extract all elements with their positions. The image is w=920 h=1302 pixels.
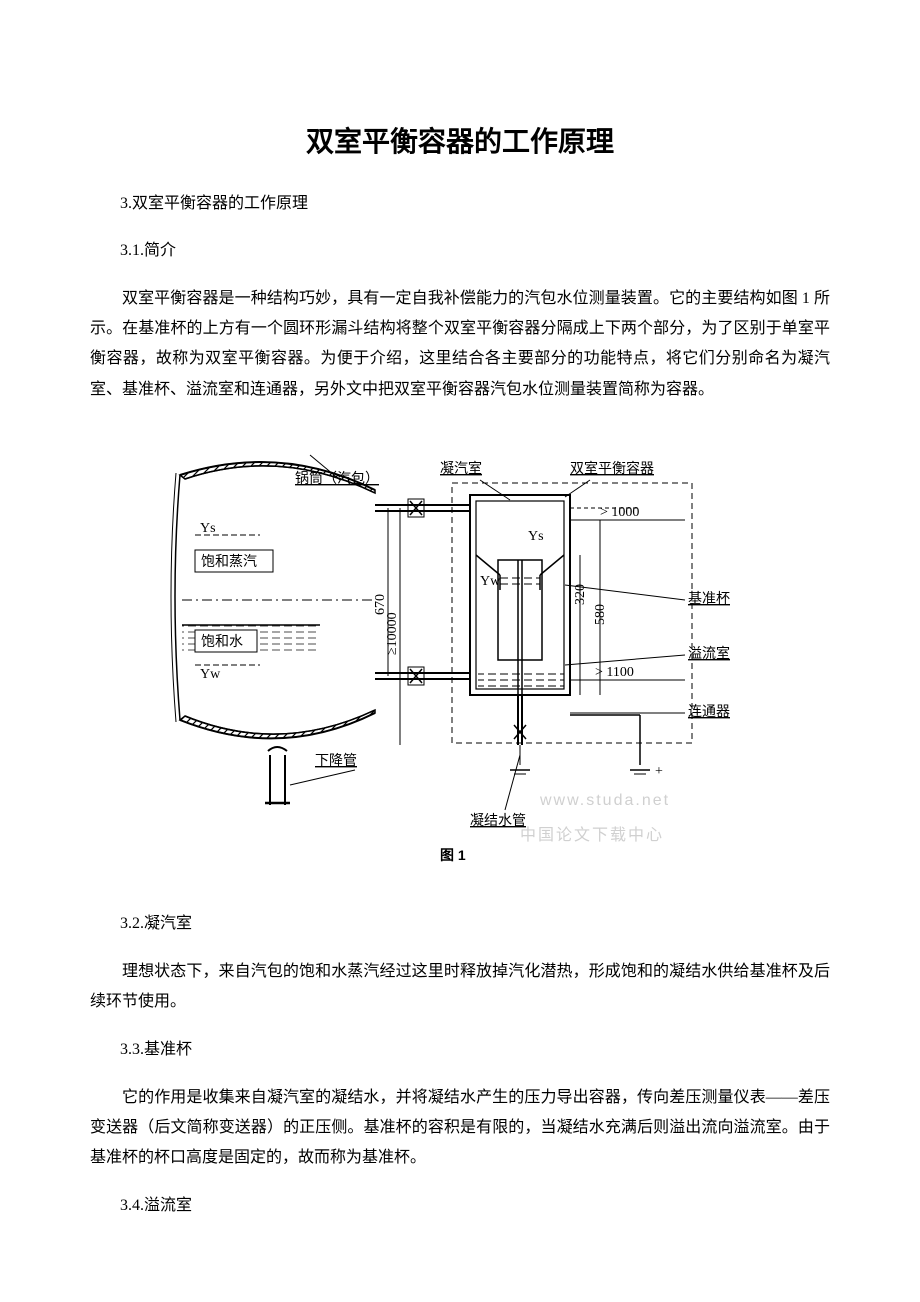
dim-580: 580 xyxy=(593,604,608,625)
watermark-1: www.studa.net xyxy=(539,792,670,809)
watermark-2: 中国论文下载中心 xyxy=(520,826,664,844)
dim-670: 670 xyxy=(373,594,388,615)
section-3-2: 3.2.凝汽室 xyxy=(120,910,830,939)
figure-caption: 图 1 xyxy=(440,847,466,863)
dim-1100: > 1100 xyxy=(595,665,634,680)
label-saturated-steam: 饱和蒸汽 xyxy=(201,554,257,570)
label-condensation-chamber: 凝汽室 xyxy=(440,460,482,477)
paragraph-3-1: 双室平衡容器是一种结构巧妙，具有一定自我补偿能力的汽包水位测量装置。它的主要结构… xyxy=(90,284,830,406)
label-yw2: Yw xyxy=(480,574,501,589)
svg-text:+: + xyxy=(655,764,663,779)
page-title: 双室平衡容器的工作原理 xyxy=(90,120,830,160)
label-ys2: Ys xyxy=(528,529,544,544)
dim-10000: ≥10000 xyxy=(385,612,400,655)
label-connector: 连通器 xyxy=(688,704,730,720)
figure-1-svg: Ys Yw 饱和蒸汽 饱和水 xyxy=(140,425,780,875)
label-downcomer: 下降管 xyxy=(315,753,357,769)
paragraph-3-3: 它的作用是收集来自凝汽室的凝结水，并将凝结水产生的压力导出容器，传向差压测量仪表… xyxy=(90,1083,830,1174)
label-condensate-pipe: 凝结水管 xyxy=(470,813,526,829)
figure-1: Ys Yw 饱和蒸汽 饱和水 xyxy=(90,425,830,880)
section-3-4: 3.4.溢流室 xyxy=(120,1192,830,1221)
section-3: 3.双室平衡容器的工作原理 xyxy=(120,190,830,219)
label-overflow: 溢流室 xyxy=(688,645,730,662)
label-reference-cup: 基准杯 xyxy=(688,590,730,607)
section-3-1: 3.1.简介 xyxy=(120,237,830,266)
label-yw: Yw xyxy=(200,667,221,682)
dim-1000: > 1000 xyxy=(600,505,639,520)
section-3-3: 3.3.基准杯 xyxy=(120,1036,830,1065)
label-ys: Ys xyxy=(200,521,216,536)
label-double-chamber: 双室平衡容器 xyxy=(570,460,654,477)
label-saturated-water: 饱和水 xyxy=(201,634,243,650)
paragraph-3-2: 理想状态下，来自汽包的饱和水蒸汽经过这里时释放掉汽化潜热，形成饱和的凝结水供给基… xyxy=(90,957,830,1018)
label-drum: 锅筒（汽包） xyxy=(295,470,379,487)
